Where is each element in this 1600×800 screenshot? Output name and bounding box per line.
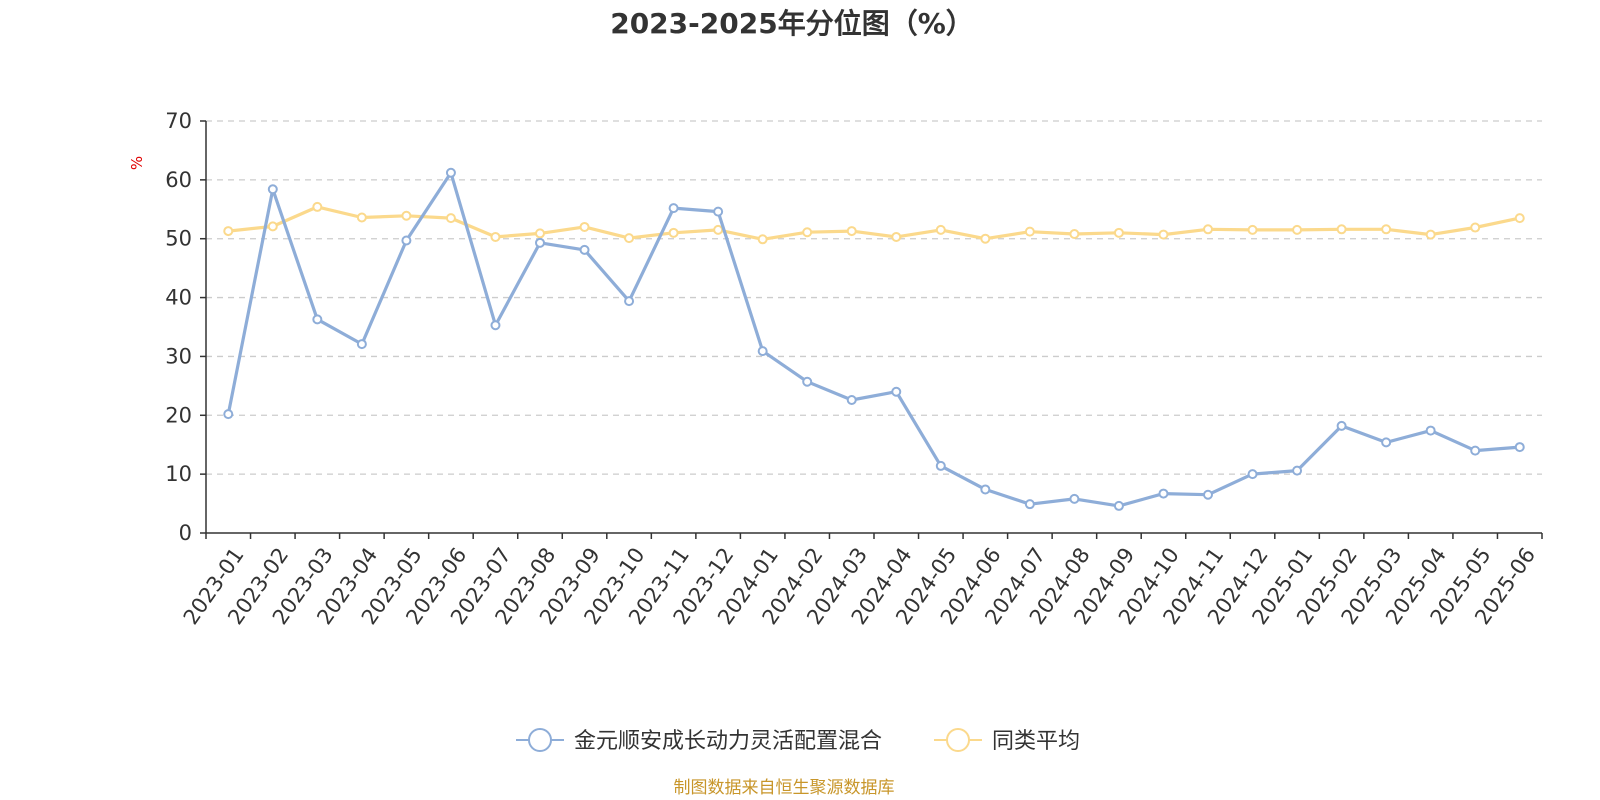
y-tick-label: 10: [165, 462, 192, 486]
data-point: [356, 212, 367, 223]
data-point: [668, 227, 679, 238]
data-point: [1381, 437, 1392, 448]
series-lines: [223, 167, 1525, 511]
legend-circle-icon: [528, 728, 552, 752]
data-point: [980, 233, 991, 244]
data-source-note: 制图数据来自恒生聚源数据库: [674, 778, 895, 798]
data-point: [757, 234, 768, 245]
data-point: [1247, 224, 1258, 235]
data-point: [624, 233, 635, 244]
data-point: [1203, 489, 1213, 500]
data-point: [891, 231, 902, 242]
y-tick-label: 0: [179, 521, 192, 545]
data-point: [535, 228, 545, 239]
y-tick-label: 40: [165, 286, 192, 310]
data-point: [846, 226, 857, 237]
data-point: [935, 224, 946, 235]
data-point: [490, 320, 501, 331]
legend-label: 同类平均: [992, 729, 1080, 754]
y-tick-label: 60: [165, 168, 192, 192]
grid-lines: [206, 120, 1542, 475]
data-point: [490, 231, 501, 242]
data-point: [802, 376, 813, 387]
data-point: [980, 484, 991, 495]
data-point: [445, 213, 456, 224]
chart-title: 2023-2025年分位图（%）: [610, 7, 974, 40]
data-point: [1158, 488, 1169, 499]
data-point: [1024, 499, 1035, 510]
data-point: [401, 235, 412, 246]
y-tick-label: 50: [165, 227, 192, 251]
data-point: [891, 386, 902, 397]
data-point: [579, 221, 590, 232]
data-point: [668, 203, 679, 214]
data-point: [356, 339, 367, 350]
data-point: [1336, 420, 1347, 431]
data-point: [535, 237, 545, 248]
data-point: [1336, 224, 1347, 235]
data-point: [1470, 445, 1481, 456]
legend[interactable]: 金元顺安成长动力灵活配置混合 同类平均: [516, 728, 1080, 754]
data-point: [1247, 469, 1258, 480]
axes: 0102030405060702023-012023-022023-032023…: [165, 109, 1543, 629]
data-point: [312, 314, 323, 325]
data-point: [757, 346, 768, 357]
data-point: [1425, 229, 1436, 240]
data-point: [1203, 224, 1213, 235]
data-point: [846, 394, 857, 405]
legend-item-0[interactable]: 金元顺安成长动力灵活配置混合: [516, 728, 882, 754]
data-point: [223, 226, 234, 237]
y-tick-label: 30: [165, 344, 192, 368]
data-point: [1470, 222, 1481, 233]
data-point: [1113, 227, 1124, 238]
data-point: [713, 224, 724, 235]
data-point: [267, 221, 278, 232]
series-line-0: [226, 171, 1520, 508]
data-point: [1069, 493, 1080, 504]
data-point: [312, 201, 323, 212]
data-point: [223, 409, 234, 420]
data-point: [1292, 224, 1303, 235]
y-tick-label: 70: [165, 109, 192, 133]
data-point: [445, 167, 456, 178]
data-point: [1514, 442, 1525, 453]
data-point: [802, 227, 813, 238]
data-point: [1381, 224, 1392, 235]
y-axis-unit: %: [128, 156, 146, 170]
data-point: [624, 296, 635, 307]
y-tick-label: 20: [165, 403, 192, 427]
data-point: [935, 460, 946, 471]
data-point: [1024, 226, 1035, 237]
legend-label: 金元顺安成长动力灵活配置混合: [574, 729, 882, 754]
legend-circle-icon: [946, 728, 970, 752]
data-point: [1425, 425, 1436, 436]
data-point: [1158, 229, 1169, 240]
legend-item-1[interactable]: 同类平均: [934, 728, 1080, 754]
data-point: [713, 206, 724, 217]
data-point: [1292, 465, 1303, 476]
data-point: [1069, 229, 1080, 240]
data-point: [401, 210, 412, 221]
data-point: [1113, 500, 1124, 511]
data-point: [1514, 213, 1525, 224]
data-point: [267, 184, 278, 195]
data-point: [579, 244, 590, 255]
series-line-1: [228, 205, 1521, 241]
